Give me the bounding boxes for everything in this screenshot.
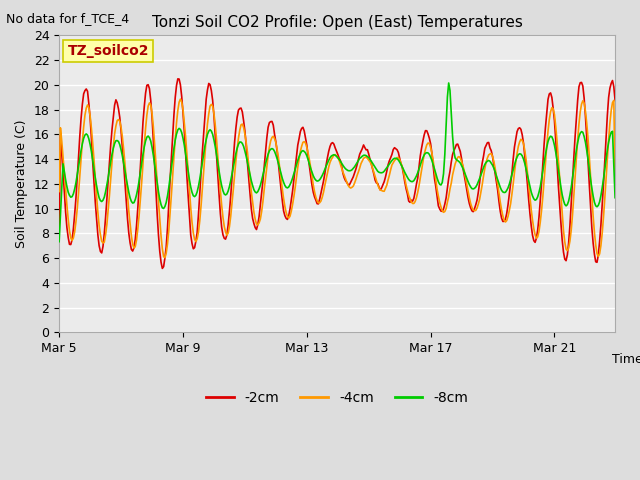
Legend: -2cm, -4cm, -8cm: -2cm, -4cm, -8cm — [200, 385, 474, 410]
Text: No data for f_TCE_4: No data for f_TCE_4 — [6, 12, 129, 25]
Title: Tonzi Soil CO2 Profile: Open (East) Temperatures: Tonzi Soil CO2 Profile: Open (East) Temp… — [152, 15, 522, 30]
X-axis label: Time: Time — [612, 353, 640, 366]
Y-axis label: Soil Temperature (C): Soil Temperature (C) — [15, 120, 28, 248]
Text: TZ_soilco2: TZ_soilco2 — [67, 44, 149, 58]
